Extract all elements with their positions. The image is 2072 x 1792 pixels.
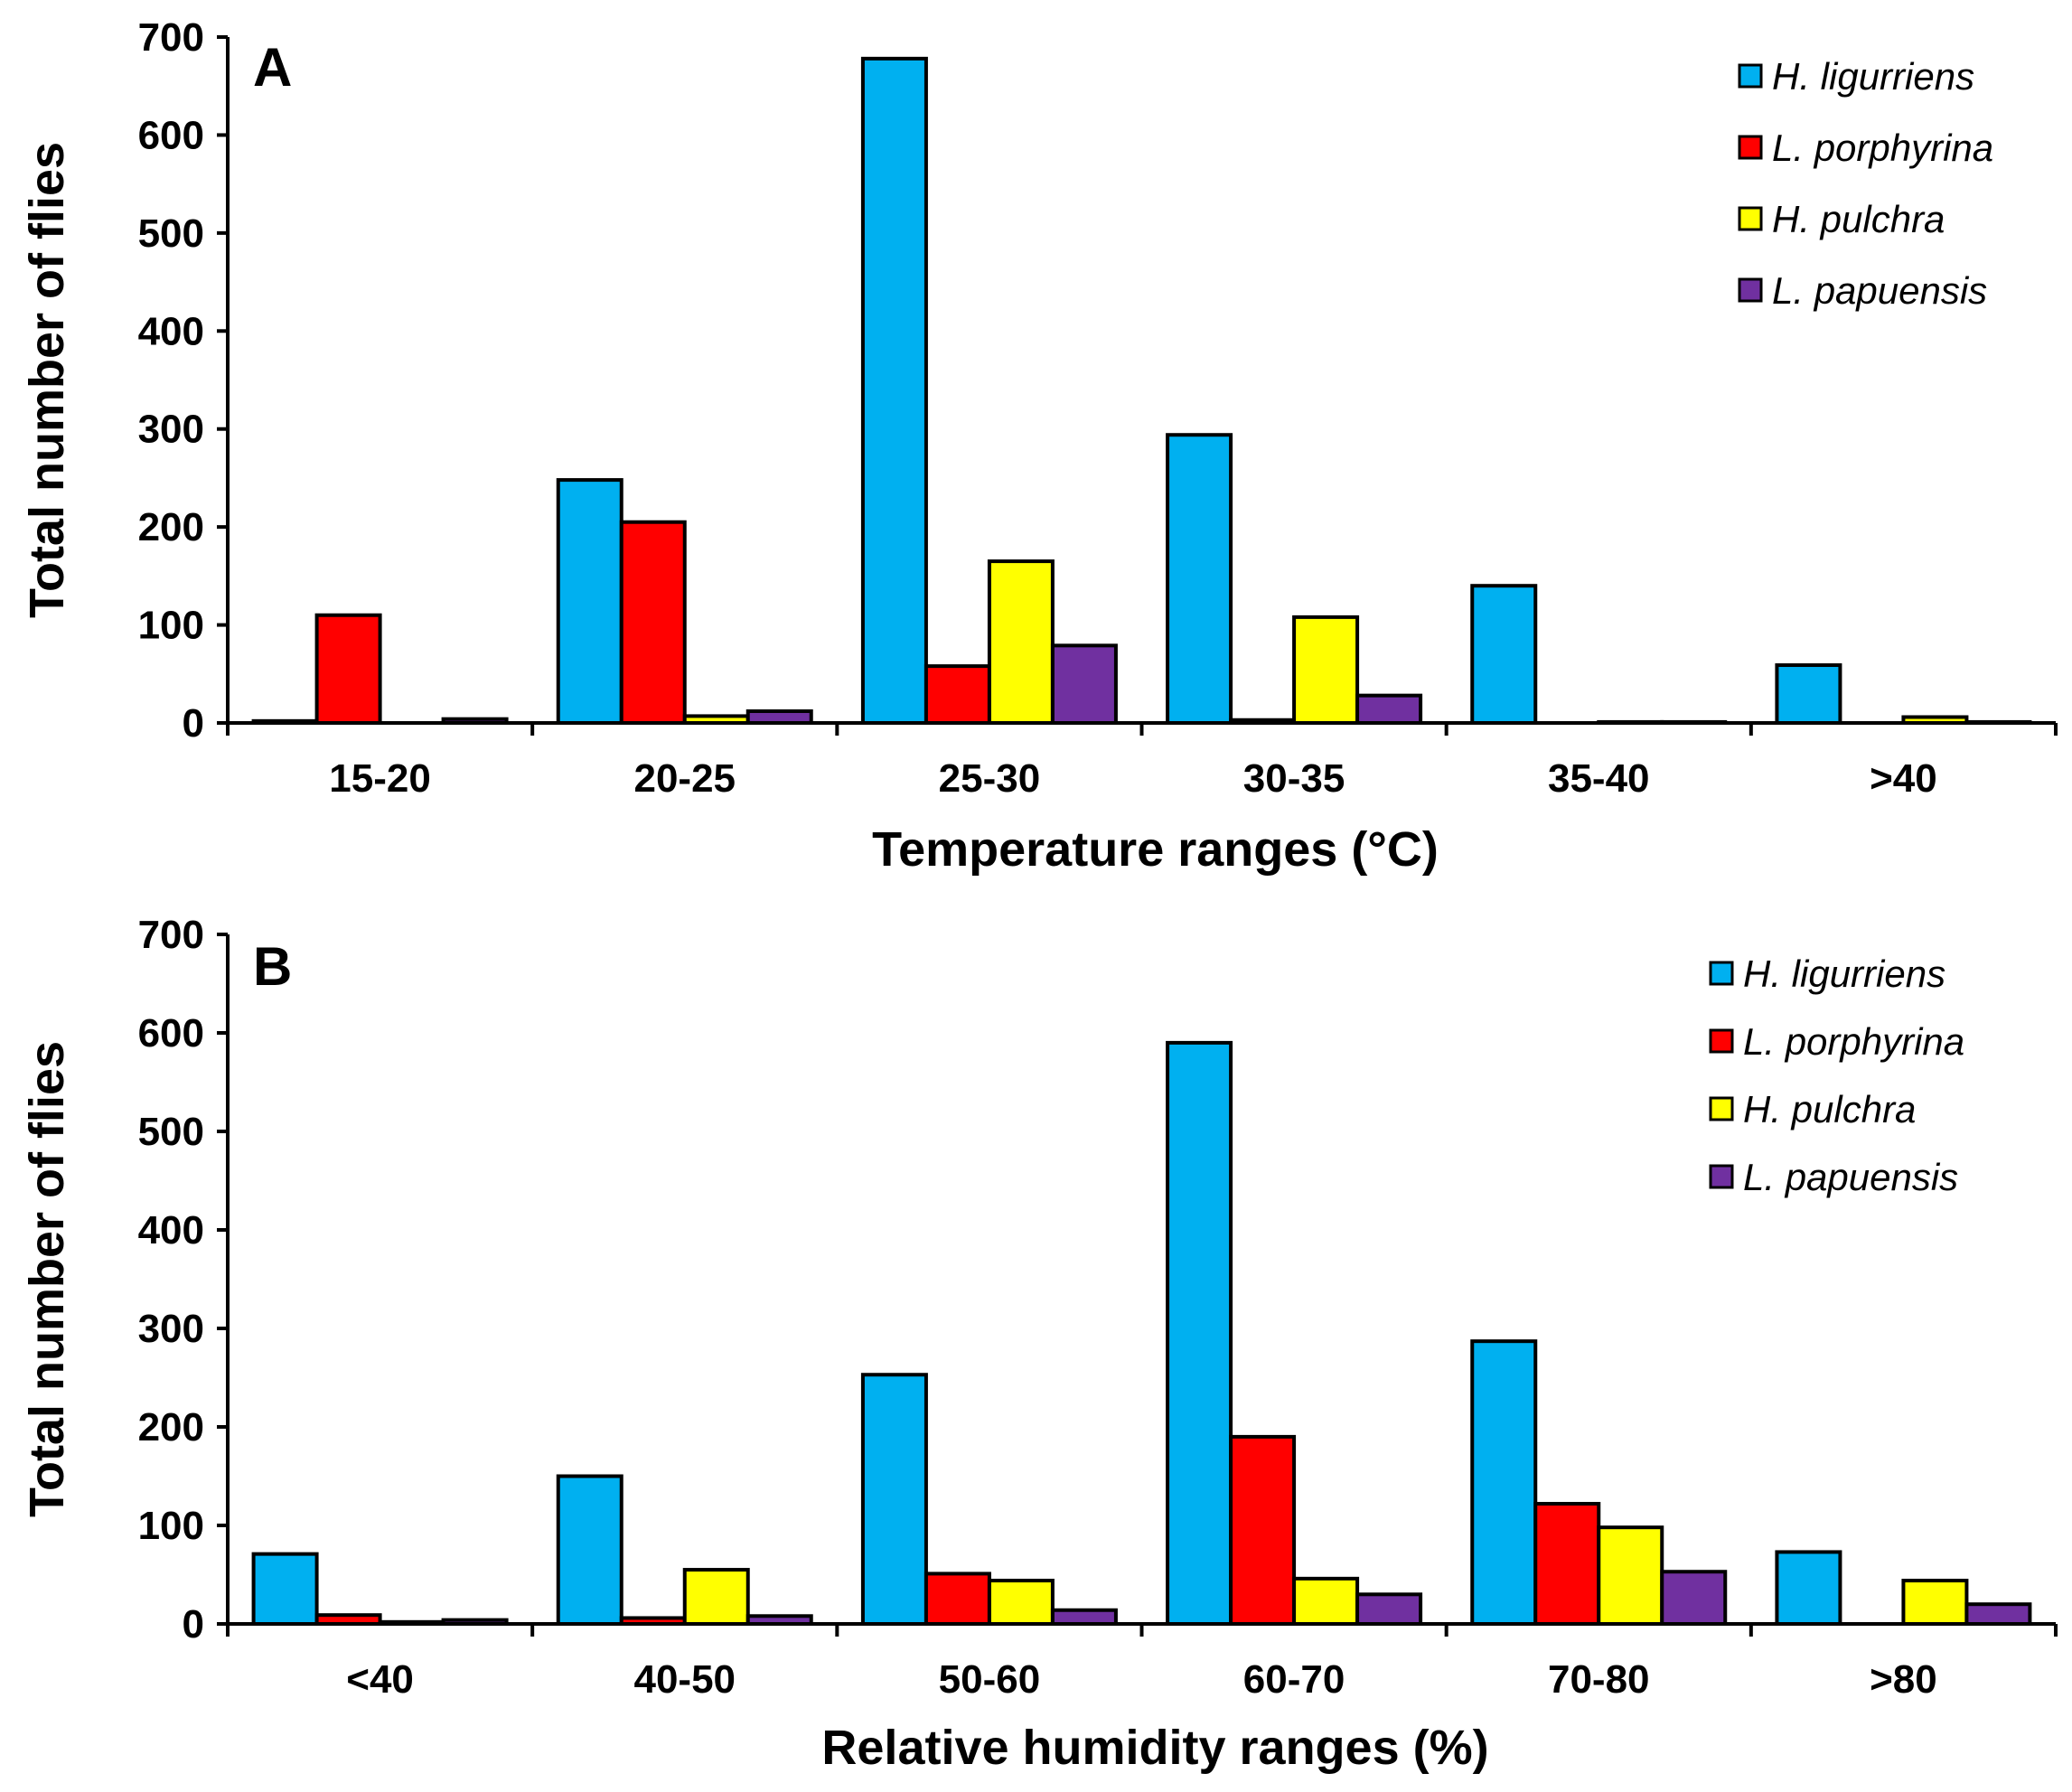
- chart-panel-a: 0 100 200 300 400 500 600 700 15-20 20-25 25-30 30-…: [20, 15, 2058, 877]
- bar-h-ligurriens-50-60: [860, 1373, 928, 1626]
- legend-label-h-ligurriens: H. ligurriens: [1743, 952, 1945, 995]
- x-axis-title: Relative humidity ranges (%): [821, 1721, 1488, 1775]
- y-tick-label: 300: [138, 408, 204, 452]
- legend-label-l-papuensis: L. papuensis: [1772, 269, 1987, 312]
- x-tick-label: 20-25: [633, 756, 736, 801]
- bar-h-ligurriens-60-70: [1166, 1040, 1233, 1626]
- legend-label-l-porphyrina: L. porphyrina: [1743, 1020, 1964, 1063]
- panel-letter: B: [253, 936, 292, 997]
- x-tick-label: 40-50: [633, 1657, 736, 1702]
- legend-swatch-h-pulchra: [1738, 206, 1763, 231]
- bar-h-pulchra-40-50: [682, 1568, 750, 1627]
- panel-letter: A: [253, 37, 292, 98]
- y-tick-label: 600: [138, 113, 204, 157]
- legend-swatch-h-ligurriens: [1709, 961, 1734, 986]
- legend: H. ligurriens L. porphyrina H. pulchra L. p…: [1738, 55, 1993, 312]
- legend-swatch-l-porphyrina: [1709, 1028, 1734, 1054]
- bar-h-pulchra-25-30: [987, 559, 1055, 725]
- bar-h-ligurriens-30-35: [1166, 433, 1233, 725]
- y-tick-label: 200: [138, 1405, 204, 1450]
- bar-l-porphyrina-25-30: [923, 664, 991, 726]
- bar-h-ligurriens-gt40: [1775, 663, 1842, 726]
- bar-l-porphyrina-70-80: [1533, 1502, 1601, 1627]
- bar-h-pulchra-gt80: [1901, 1579, 1969, 1627]
- legend-label-l-porphyrina: L. porphyrina: [1772, 127, 1993, 169]
- x-tick-label: 30-35: [1243, 756, 1345, 801]
- y-tick-label: 200: [138, 505, 204, 549]
- bar-h-ligurriens-20-25: [556, 478, 623, 726]
- y-axis-title: Total number of flies: [20, 1041, 74, 1517]
- chart-panel-b: 0 100 200 300 400 500 600 700 <40 40-50 50-60 60-70…: [20, 913, 2058, 1775]
- bar-l-papuensis-25-30: [1050, 643, 1118, 725]
- x-tick-label: <40: [346, 1657, 414, 1702]
- legend-label-h-ligurriens: H. ligurriens: [1772, 55, 1974, 98]
- y-tick-label: 400: [138, 309, 204, 353]
- y-tick-label: 0: [183, 701, 204, 746]
- bar-l-papuensis-50-60: [1050, 1608, 1118, 1626]
- bar-l-porphyrina-20-25: [619, 520, 687, 725]
- bar-l-papuensis-30-35: [1355, 693, 1423, 726]
- y-axis-title: Total number of flies: [20, 142, 74, 618]
- bar-l-porphyrina-60-70: [1229, 1434, 1297, 1627]
- bar-h-pulchra-70-80: [1597, 1525, 1664, 1627]
- bar-h-ligurriens-40-50: [556, 1474, 623, 1626]
- legend-swatch-h-pulchra: [1709, 1096, 1734, 1121]
- y-tick-label: 500: [138, 1110, 204, 1154]
- y-tick-label: 100: [138, 1504, 204, 1548]
- y-tick-label: 500: [138, 211, 204, 256]
- x-tick-label: >40: [1870, 756, 1937, 801]
- y-tick-label: 700: [138, 913, 204, 957]
- bar-h-ligurriens-35-40: [1470, 584, 1538, 726]
- bar-l-papuensis-60-70: [1355, 1592, 1423, 1627]
- x-tick-label: 35-40: [1548, 756, 1650, 801]
- y-tick-label: 600: [138, 1011, 204, 1055]
- legend: H. ligurriens L. porphyrina H. pulchra L. p…: [1709, 952, 1964, 1198]
- x-axis-title: Temperature ranges (°C): [872, 822, 1439, 877]
- y-tick-label: 0: [183, 1602, 204, 1647]
- x-tick-label: 25-30: [939, 756, 1041, 801]
- legend-swatch-l-papuensis: [1709, 1164, 1734, 1189]
- bar-h-ligurriens-lt40: [251, 1552, 319, 1626]
- bar-h-pulchra-50-60: [987, 1579, 1055, 1627]
- x-tick-label: 70-80: [1548, 1657, 1650, 1702]
- bar-h-ligurriens-70-80: [1470, 1339, 1538, 1627]
- legend-swatch-l-porphyrina: [1738, 135, 1763, 160]
- x-tick-label: >80: [1870, 1657, 1937, 1702]
- legend-swatch-h-ligurriens: [1738, 63, 1763, 89]
- bar-l-porphyrina-50-60: [923, 1572, 991, 1627]
- x-tick-label: 50-60: [939, 1657, 1041, 1702]
- bar-l-papuensis-70-80: [1660, 1570, 1728, 1626]
- bar-h-pulchra-60-70: [1292, 1576, 1360, 1626]
- legend-label-h-pulchra: H. pulchra: [1743, 1088, 1916, 1131]
- legend-label-l-papuensis: L. papuensis: [1743, 1156, 1958, 1198]
- y-tick-label: 700: [138, 15, 204, 60]
- x-tick-label: 15-20: [329, 756, 431, 801]
- y-tick-label: 300: [138, 1307, 204, 1351]
- y-tick-label: 400: [138, 1208, 204, 1253]
- x-tick-label: 60-70: [1243, 1657, 1345, 1702]
- legend-label-h-pulchra: H. pulchra: [1772, 198, 1945, 240]
- legend-swatch-l-papuensis: [1738, 277, 1763, 303]
- y-tick-label: 100: [138, 604, 204, 648]
- bar-l-papuensis-gt80: [1964, 1602, 2032, 1626]
- bar-l-porphyrina-15-20: [314, 613, 382, 726]
- bar-h-ligurriens-25-30: [860, 56, 928, 725]
- bar-h-pulchra-30-35: [1292, 615, 1360, 726]
- bar-h-ligurriens-gt80: [1775, 1550, 1842, 1627]
